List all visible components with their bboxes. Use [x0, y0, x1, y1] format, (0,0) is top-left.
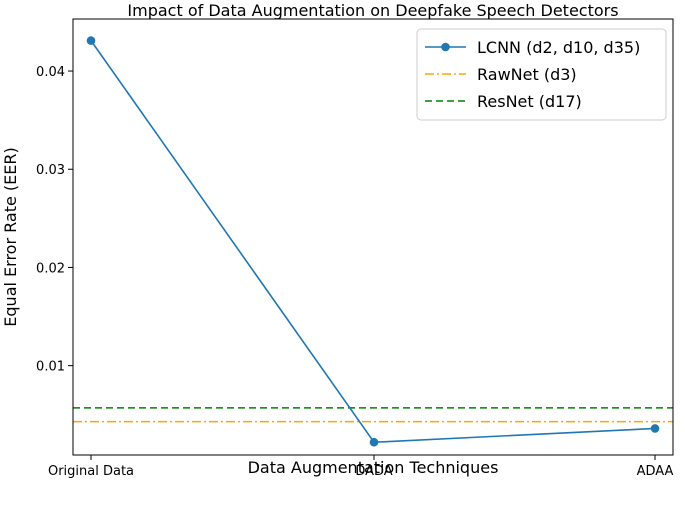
legend-label: ResNet (d17) — [477, 92, 582, 111]
chart-title: Impact of Data Augmentation on Deepfake … — [127, 1, 618, 20]
y-axis-label: Equal Error Rate (EER) — [1, 147, 20, 326]
y-tick-label: 0.02 — [36, 261, 65, 276]
x-tick-label: ADAA — [637, 464, 674, 479]
x-tick-label: Original Data — [48, 464, 134, 479]
x-tick-label: DADA — [355, 464, 392, 479]
x-axis-label: Data Augmentation Techniques — [248, 458, 499, 477]
data-point — [86, 36, 96, 45]
legend-box — [416, 28, 667, 121]
y-tick-label: 0.03 — [36, 163, 65, 178]
x-axis: Original Data DADA ADAA — [48, 455, 674, 479]
y-tick-label: 0.01 — [36, 360, 65, 375]
plot-frame — [72, 18, 674, 456]
data-point — [650, 424, 660, 433]
data-point — [369, 437, 379, 447]
legend-label: RawNet (d3) — [477, 65, 577, 84]
legend: LCNN (d2, d10, d35) RawNet (d3) ResNet (d1… — [416, 28, 667, 121]
legend-marker — [441, 42, 450, 52]
plot-area — [73, 36, 673, 447]
y-axis: 0.01 0.02 0.03 0.04 — [36, 65, 73, 375]
y-tick-label: 0.04 — [36, 65, 65, 80]
legend-label: LCNN (d2, d10, d35) — [477, 38, 640, 57]
